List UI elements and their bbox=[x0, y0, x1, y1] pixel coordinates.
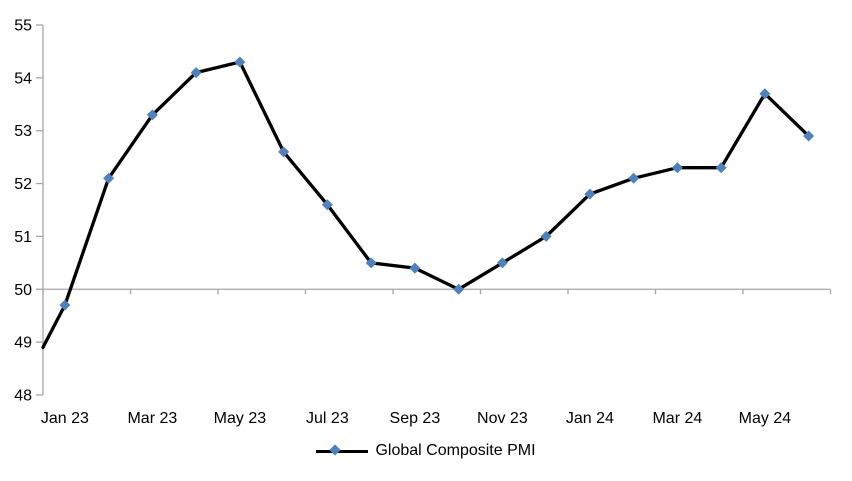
pmi-line bbox=[41, 60, 811, 350]
x-tick-label: May 23 bbox=[214, 410, 267, 427]
data-point-marker bbox=[628, 172, 640, 184]
data-point-marker bbox=[278, 146, 290, 158]
data-point-marker bbox=[496, 257, 508, 269]
x-tick-label: Jan 24 bbox=[566, 410, 614, 427]
data-point-marker bbox=[365, 257, 377, 269]
x-tick-label: May 24 bbox=[739, 410, 792, 427]
data-point-marker bbox=[103, 172, 115, 184]
y-tick-label: 51 bbox=[14, 229, 32, 246]
y-tick-label: 55 bbox=[14, 18, 32, 35]
data-point-marker bbox=[715, 162, 727, 174]
data-point-marker bbox=[759, 88, 771, 100]
legend-label: Global Composite PMI bbox=[375, 442, 536, 459]
legend-line-icon bbox=[316, 449, 369, 453]
legend-diamond-icon bbox=[329, 443, 342, 456]
data-point-marker bbox=[146, 109, 158, 121]
legend: Global Composite PMI bbox=[0, 441, 852, 461]
y-tick-label: 52 bbox=[14, 176, 32, 193]
data-point-marker bbox=[234, 56, 246, 68]
x-tick-label: Mar 24 bbox=[652, 410, 702, 427]
data-point-marker bbox=[409, 262, 421, 274]
data-point-marker bbox=[321, 199, 333, 211]
data-point-marker bbox=[190, 67, 202, 79]
y-tick-label: 54 bbox=[14, 70, 32, 87]
data-point-marker bbox=[453, 283, 465, 295]
legend-line-marker-sample bbox=[316, 443, 369, 458]
x-tick-label: Mar 23 bbox=[127, 410, 177, 427]
data-point-marker bbox=[59, 299, 71, 311]
y-tick-label: 53 bbox=[14, 123, 32, 140]
x-tick-label: Jan 23 bbox=[41, 410, 89, 427]
y-tick-label: 48 bbox=[14, 388, 32, 405]
x-tick-label: Sep 23 bbox=[390, 410, 441, 427]
data-point-marker bbox=[803, 130, 815, 142]
data-point-marker bbox=[540, 230, 552, 242]
x-tick-label: Jul 23 bbox=[306, 410, 349, 427]
data-point-marker bbox=[671, 162, 683, 174]
data-point-marker bbox=[584, 188, 596, 200]
y-tick-label: 49 bbox=[14, 335, 32, 352]
x-tick-label: Nov 23 bbox=[477, 410, 528, 427]
y-tick-label: 50 bbox=[14, 282, 32, 299]
